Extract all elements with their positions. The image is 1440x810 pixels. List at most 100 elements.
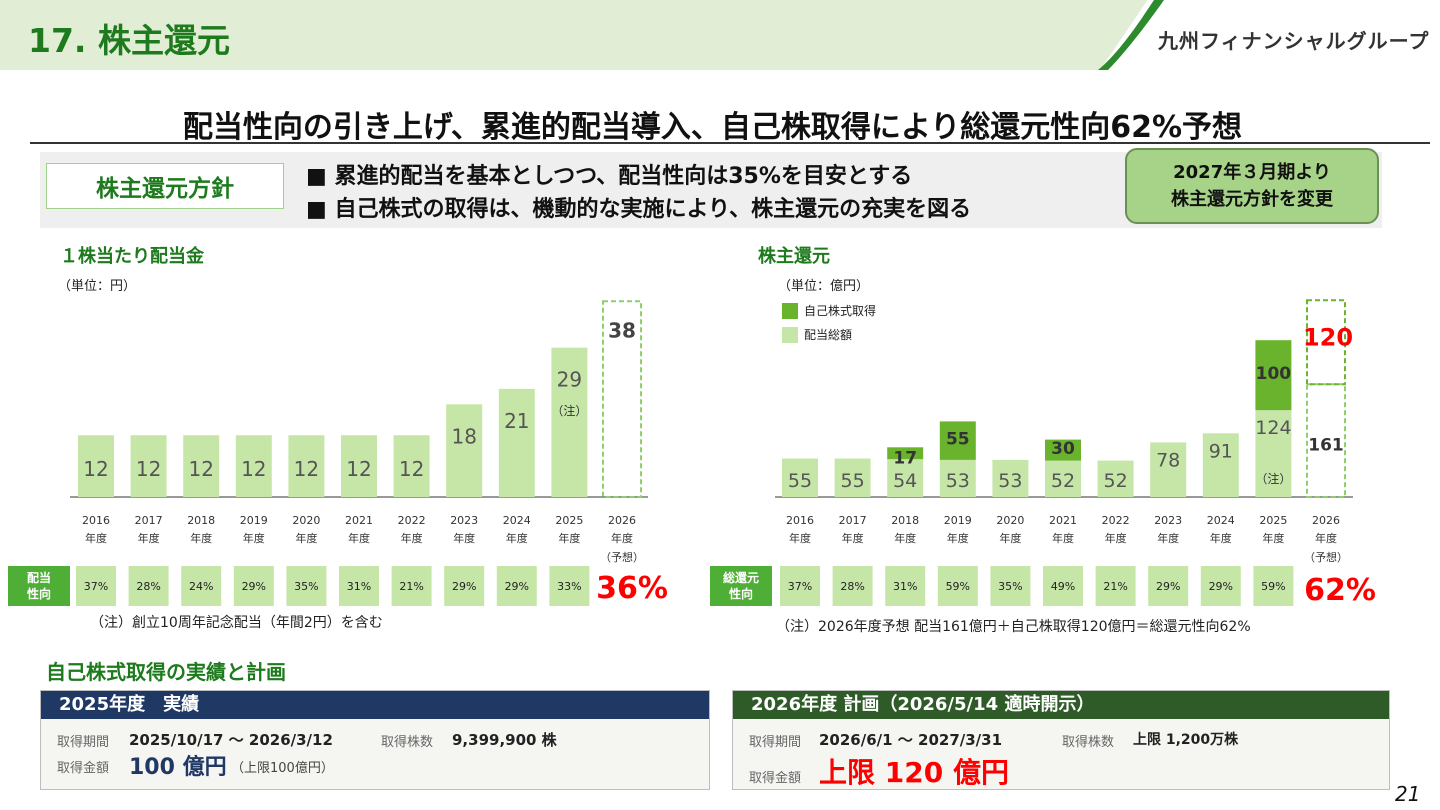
dps-bar-label: 12 bbox=[241, 457, 266, 481]
actual-shares-label: 取得株数 bbox=[381, 735, 434, 750]
dps-bar-label: 18 bbox=[451, 424, 476, 448]
actual-period-value: 2025/10/17 ～ 2026/3/12 bbox=[129, 731, 333, 749]
return-tick-year: 2026 bbox=[1312, 514, 1340, 527]
dps-tick-suffix: 年度 bbox=[453, 531, 475, 545]
return-ratio-label-line1: 総還元 bbox=[723, 570, 759, 585]
logo-background bbox=[1100, 0, 1440, 70]
return-tick-suffix: 年度 bbox=[1157, 531, 1179, 545]
return-buyback-label: 17 bbox=[893, 448, 917, 468]
page-number: 21 bbox=[1395, 782, 1421, 806]
return-chart-title: 株主還元 bbox=[758, 246, 830, 267]
headline-divider bbox=[30, 142, 1430, 144]
return-ratio-value: 59% bbox=[1261, 580, 1285, 593]
dps-bar-label: 12 bbox=[399, 457, 424, 481]
dps-ratio-box bbox=[233, 566, 274, 606]
dps-tick-year: 2018 bbox=[187, 514, 215, 527]
return-dividend-label: 124 bbox=[1255, 417, 1291, 439]
dps-bar-label: 12 bbox=[346, 457, 371, 481]
return-ratio-value: 29% bbox=[1209, 580, 1233, 593]
return-bar-dividend bbox=[1097, 460, 1134, 497]
return-dividend-label: 78 bbox=[1156, 449, 1180, 471]
dps-ratio-value: 21% bbox=[399, 580, 423, 593]
dps-ratio-label-line2: 性向 bbox=[26, 586, 51, 601]
buyback-actual-panel: 2025年度 実績 取得期間 2025/10/17 ～ 2026/3/12 取得… bbox=[40, 690, 710, 790]
plan-shares-label: 取得株数 bbox=[1062, 735, 1115, 750]
return-buyback-label: 100 bbox=[1256, 364, 1292, 384]
dps-bar bbox=[130, 435, 167, 497]
dps-ratio-box bbox=[496, 566, 537, 606]
return-ratio-label-box bbox=[710, 566, 772, 606]
dps-bar-label: 12 bbox=[83, 457, 108, 481]
dps-ratio-value: 29% bbox=[505, 580, 529, 593]
return-annotation: （注） bbox=[1255, 471, 1291, 486]
return-dividend-label: 161 bbox=[1308, 435, 1344, 455]
return-ratio-box bbox=[1253, 566, 1294, 606]
buyback-section-title: 自己株式取得の実績と計画 bbox=[46, 660, 286, 684]
buyback-plan-header: 2026年度 計画（2026/5/14 適時開示） bbox=[733, 691, 1389, 719]
dps-tick-suffix: 年度 bbox=[401, 531, 423, 545]
return-tick-suffix: 年度 bbox=[999, 531, 1021, 545]
return-dividend-label: 54 bbox=[893, 470, 917, 492]
return-ratio-box bbox=[885, 566, 926, 606]
return-tick-year: 2020 bbox=[996, 514, 1024, 527]
return-bar-dividend bbox=[1202, 433, 1239, 497]
dps-ratio-label-box bbox=[8, 566, 70, 606]
dps-tick-suffix: 年度 bbox=[190, 531, 212, 545]
actual-amount-value: 100 億円 bbox=[129, 755, 227, 780]
return-tick-year: 2021 bbox=[1049, 514, 1077, 527]
dps-tick-suffix: 年度 bbox=[611, 531, 633, 545]
plan-period-label: 取得期間 bbox=[749, 735, 802, 750]
dps-ratio-value: 33% bbox=[557, 580, 581, 593]
buyback-actual-header: 2025年度 実績 bbox=[41, 691, 709, 719]
return-chart-note: （注）2026年度予想 配当161億円＋自己株取得120億円＝総還元性向62% bbox=[776, 619, 1251, 635]
dps-ratio-box bbox=[128, 566, 169, 606]
dps-ratio-box bbox=[286, 566, 327, 606]
return-legend-swatch-buyback bbox=[782, 303, 798, 319]
return-ratio-box bbox=[1148, 566, 1189, 606]
dps-tick-suffix: 年度 bbox=[348, 531, 370, 545]
dps-bar-forecast bbox=[602, 300, 642, 498]
return-bar-dividend bbox=[782, 458, 818, 497]
dps-tick-suffix: 年度 bbox=[295, 531, 317, 545]
headline: 配当性向の引き上げ、累進的配当導入、自己株取得により総還元性向62%予想 bbox=[182, 110, 1243, 145]
dps-tick-suffix: 年度 bbox=[138, 531, 160, 545]
return-buyback-label: 30 bbox=[1051, 439, 1075, 459]
dps-tick-suffix: 年度 bbox=[243, 531, 265, 545]
return-bar-dividend bbox=[887, 459, 924, 497]
dps-ratio-value: 31% bbox=[347, 580, 371, 593]
return-tick-suffix: 年度 bbox=[1052, 531, 1074, 545]
return-tick-year: 2017 bbox=[839, 514, 867, 527]
dps-bar-label: 29 bbox=[557, 368, 582, 392]
dps-ratio-box bbox=[391, 566, 432, 606]
policy-change-badge: 2027年３月期より 株主還元方針を変更 bbox=[1125, 148, 1379, 224]
return-bar-dividend bbox=[834, 458, 871, 497]
dps-bar-label: 12 bbox=[136, 457, 161, 481]
dps-chart-title: １株当たり配当金 bbox=[60, 246, 204, 267]
dps-ratio-value: 28% bbox=[136, 580, 160, 593]
dps-tick-year: 2022 bbox=[398, 514, 426, 527]
dps-tick-suffix: 年度 bbox=[506, 531, 528, 545]
return-tick-year: 2025 bbox=[1259, 514, 1287, 527]
return-tick-suffix: 年度 bbox=[947, 531, 969, 545]
return-buyback-label: 120 bbox=[1303, 323, 1353, 351]
return-forecast-ratio: 62% bbox=[1304, 573, 1376, 608]
return-bar-buyback bbox=[1255, 340, 1292, 411]
dps-bar bbox=[393, 435, 430, 497]
return-tick-year: 2019 bbox=[944, 514, 972, 527]
return-dividend-label: 53 bbox=[946, 470, 970, 492]
dps-bar bbox=[235, 435, 272, 497]
return-bar-buyback bbox=[939, 421, 976, 460]
return-bar-buyback bbox=[1045, 439, 1081, 461]
policy-label: 株主還元方針 bbox=[46, 163, 284, 209]
return-ratio-value: 37% bbox=[788, 580, 812, 593]
policy-bullet-buyback: ■ 自己株式の取得は、機動的な実施により、株主還元の充実を図る bbox=[306, 197, 972, 222]
dps-forecast-ratio: 36% bbox=[596, 571, 668, 606]
dps-ratio-value: 29% bbox=[452, 580, 476, 593]
return-dividend-label: 91 bbox=[1209, 440, 1233, 462]
return-chart-unit: （単位：億円） bbox=[778, 279, 870, 294]
dps-bar bbox=[341, 435, 377, 497]
return-forecast-label: （予想） bbox=[1304, 550, 1348, 564]
return-bar-buyback bbox=[887, 447, 924, 460]
company-logo: 九州フィナンシャルグループ bbox=[1158, 29, 1430, 53]
dps-bar-label: 21 bbox=[504, 409, 529, 433]
